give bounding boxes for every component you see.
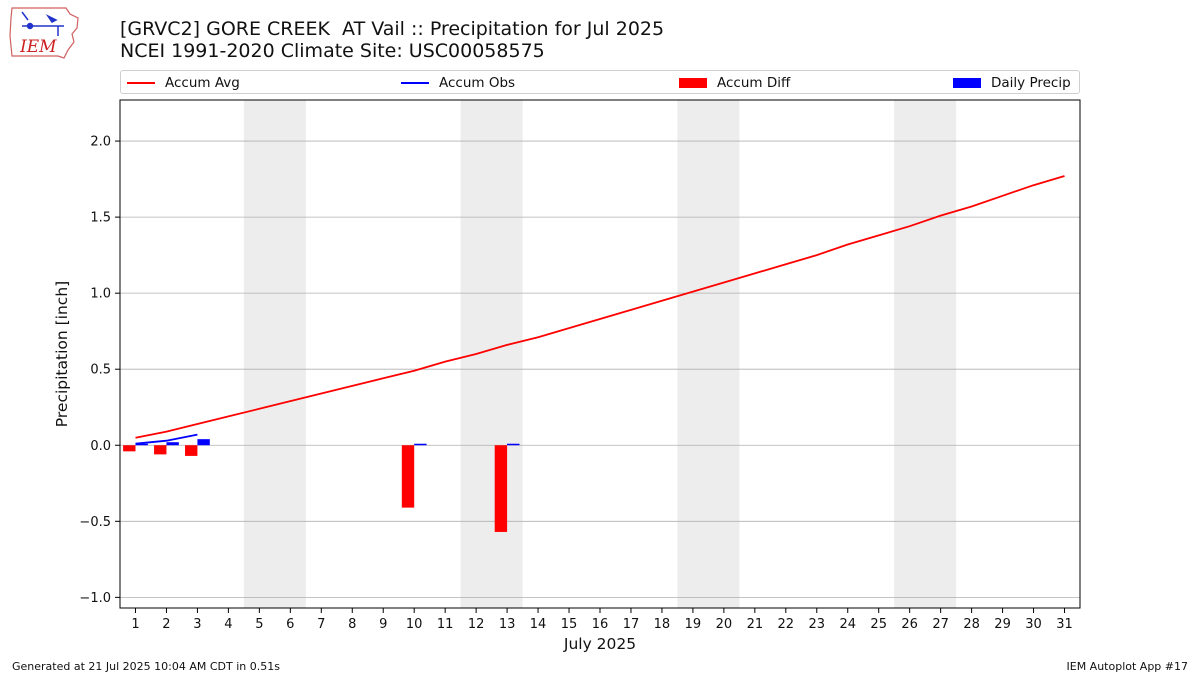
y-tick-label: −0.5 — [79, 515, 111, 530]
weather-station-icon — [21, 11, 64, 36]
y-axis-label: Precipitation [inch] — [53, 281, 71, 427]
accum-avg-line — [135, 175, 1065, 439]
legend-item-accum-obs: Accum Obs — [401, 71, 515, 95]
x-tick-label: 19 — [685, 617, 702, 632]
weekend-band-0 — [243, 100, 306, 608]
x-tick-label: 8 — [348, 617, 356, 632]
x-axis-label: July 2025 — [563, 635, 636, 653]
daily-precip-bar — [414, 443, 427, 446]
daily-precip-bar — [166, 442, 179, 446]
legend-item-daily-precip: Daily Precip — [953, 71, 1071, 95]
y-tick-label: 0.0 — [90, 439, 111, 454]
x-tick-label: 17 — [623, 617, 640, 632]
legend-swatch-accum-diff — [679, 78, 707, 88]
app-label: IEM Autoplot App #17 — [1066, 660, 1189, 673]
x-tick-label: 15 — [561, 617, 578, 632]
chart-title: [GRVC2] GORE CREEK AT Vail :: Precipitat… — [120, 18, 665, 40]
accum-diff-bar — [494, 445, 508, 532]
legend-item-accum-diff: Accum Diff — [679, 71, 790, 95]
x-tick-label: 1 — [131, 617, 139, 632]
accum-diff-bar — [185, 445, 198, 456]
legend-label-accum-obs: Accum Obs — [439, 75, 516, 91]
x-tick-label: 27 — [932, 617, 949, 632]
x-tick-label: 13 — [499, 617, 516, 632]
x-tick-label: 4 — [224, 617, 232, 632]
x-tick-label: 5 — [255, 617, 263, 632]
x-tick-label: 9 — [379, 617, 387, 632]
accum-diff-bar — [401, 445, 415, 508]
legend-label-accum-avg: Accum Avg — [165, 75, 240, 91]
iem-logo: IEM — [9, 7, 79, 59]
weekend-band-1 — [460, 100, 523, 608]
x-tick-label: 3 — [193, 617, 201, 632]
x-tick-label: 7 — [317, 617, 325, 632]
x-tick-label: 21 — [747, 617, 764, 632]
y-tick-label: 1.0 — [90, 287, 111, 302]
legend-swatch-accum-obs — [401, 82, 429, 84]
x-tick-label: 20 — [716, 617, 733, 632]
weekend-band-3 — [894, 100, 957, 608]
x-tick-label: 12 — [468, 617, 485, 632]
accum-diff-bar — [154, 445, 167, 455]
x-tick-label: 24 — [839, 617, 856, 632]
chart-legend: Accum Avg Accum Obs Accum Diff Daily Pre… — [120, 70, 1080, 94]
legend-item-accum-avg: Accum Avg — [127, 71, 240, 95]
x-tick-label: 30 — [1025, 617, 1042, 632]
y-tick-label: −1.0 — [79, 591, 111, 606]
x-tick-label: 18 — [654, 617, 671, 632]
logo-text: IEM — [19, 37, 57, 57]
legend-swatch-daily-precip — [953, 78, 981, 88]
accum-obs-line — [135, 433, 198, 445]
y-tick-label: 1.5 — [90, 211, 111, 226]
daily-precip-bar — [135, 443, 148, 446]
x-tick-label: 23 — [809, 617, 826, 632]
x-tick-label: 31 — [1056, 617, 1073, 632]
legend-label-accum-diff: Accum Diff — [717, 75, 791, 91]
accum-diff-bar — [123, 445, 136, 452]
x-tick-label: 29 — [994, 617, 1011, 632]
x-tick-label: 2 — [162, 617, 170, 632]
chart-subtitle: NCEI 1991-2020 Climate Site: USC00058575 — [120, 40, 545, 62]
x-tick-label: 16 — [592, 617, 609, 632]
weekend-band-2 — [677, 100, 740, 608]
x-tick-label: 6 — [286, 617, 294, 632]
x-tick-label: 25 — [870, 617, 887, 632]
x-tick-label: 28 — [963, 617, 980, 632]
x-tick-label: 26 — [901, 617, 918, 632]
generated-timestamp: Generated at 21 Jul 2025 10:04 AM CDT in… — [12, 660, 280, 673]
legend-label-daily-precip: Daily Precip — [991, 75, 1071, 91]
y-tick-label: 0.5 — [90, 363, 111, 378]
x-tick-label: 10 — [406, 617, 423, 632]
daily-precip-bar — [507, 443, 520, 446]
x-tick-label: 14 — [530, 617, 547, 632]
x-tick-label: 11 — [437, 617, 454, 632]
x-tick-label: 22 — [778, 617, 795, 632]
iowa-state-outline-icon — [9, 7, 79, 59]
y-tick-label: 2.0 — [90, 135, 111, 150]
daily-precip-bar — [197, 439, 210, 446]
legend-swatch-accum-avg — [127, 82, 155, 84]
